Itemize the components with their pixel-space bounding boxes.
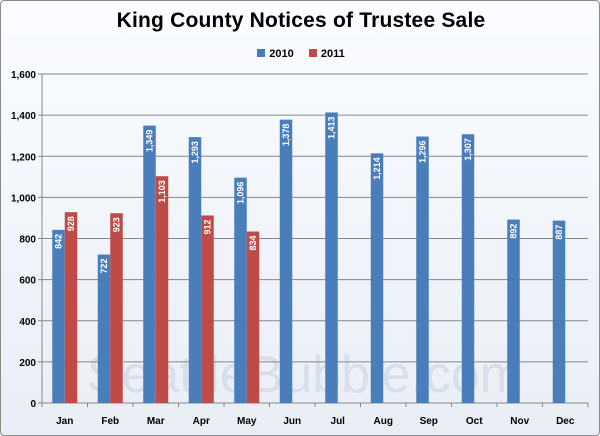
bar-value-label: 923: [112, 217, 122, 232]
bar-2010: [279, 119, 293, 404]
y-tick-label: 200: [19, 358, 36, 369]
bar-2010: [97, 254, 111, 403]
bar-value-label: 892: [509, 224, 519, 239]
y-tick-label: 600: [19, 276, 36, 287]
bar-2010: [370, 153, 384, 403]
bar-2010: [507, 219, 520, 403]
x-tick-label: Nov: [510, 416, 529, 427]
bar-2011: [155, 176, 169, 403]
x-tick-label: Jan: [56, 416, 73, 427]
bar-value-label: 912: [203, 219, 213, 234]
bar-value-label: 1,096: [236, 182, 246, 205]
legend-label-2011: 2011: [320, 48, 345, 60]
y-tick-label: 1,000: [11, 193, 36, 204]
bar-2010: [143, 125, 156, 403]
bar-2010: [461, 134, 475, 404]
x-tick-label: Apr: [193, 416, 210, 427]
bar-value-label: 928: [66, 216, 76, 231]
x-tick-label: Sep: [420, 416, 438, 427]
bar-value-label: 1,349: [145, 130, 155, 153]
x-tick-label: Jun: [283, 416, 301, 427]
y-tick-label: 0: [30, 399, 36, 410]
bar-value-label: 1,378: [281, 124, 291, 147]
bar-2011: [201, 215, 214, 403]
bar-value-label: 887: [554, 225, 564, 240]
bar-2011: [64, 212, 78, 403]
bar-2011: [246, 231, 260, 403]
y-tick-label: 800: [19, 235, 36, 246]
bar-value-label: 1,214: [372, 157, 382, 180]
x-tick-label: Dec: [556, 416, 575, 427]
bar-value-label: 842: [54, 234, 64, 249]
bar-value-label: 1,103: [157, 180, 167, 203]
bar-value-label: 1,296: [418, 141, 428, 164]
bar-2010: [52, 229, 65, 403]
x-tick-label: Jul: [331, 416, 346, 427]
x-tick-label: Oct: [466, 416, 483, 427]
bar-value-label: 722: [99, 259, 109, 274]
legend-swatch-2010: [257, 49, 266, 57]
x-tick-label: Feb: [101, 416, 119, 427]
y-tick-label: 1,400: [11, 111, 36, 122]
y-tick-label: 1,600: [11, 70, 36, 81]
legend-label-2010: 2010: [269, 48, 294, 60]
bar-value-label: 834: [248, 236, 258, 251]
bar-value-label: 1,307: [463, 138, 473, 161]
y-tick-label: 1,200: [11, 152, 36, 163]
bar-2010: [416, 136, 429, 403]
legend-item-2010: 2010: [257, 48, 294, 60]
bar-2010: [552, 220, 566, 403]
chart-legend: 2010 2011: [1, 48, 599, 60]
bar-2010: [188, 137, 202, 403]
bar-2010: [325, 112, 338, 403]
bar-value-label: 1,293: [190, 141, 200, 164]
bar-value-label: 1,413: [327, 116, 337, 139]
y-tick-label: 400: [19, 317, 36, 328]
x-tick-label: Aug: [374, 416, 393, 427]
chart-title: King County Notices of Trustee Sale: [116, 9, 486, 32]
bar-2011: [110, 213, 123, 403]
legend-swatch-2011: [308, 49, 317, 57]
legend-item-2011: 2011: [308, 48, 345, 60]
bar-2010: [234, 177, 247, 403]
x-tick-label: May: [237, 416, 257, 427]
x-tick-label: Mar: [147, 416, 165, 427]
